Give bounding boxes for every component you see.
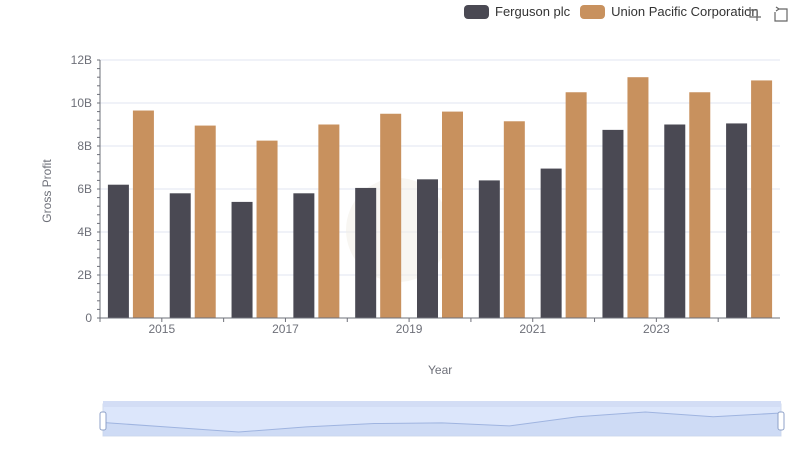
data-zoom-handle-right[interactable] xyxy=(777,411,785,431)
legend-swatch-ferguson xyxy=(464,4,489,19)
y-tick-label: 6B xyxy=(77,182,92,196)
bar-union-pacific-2024[interactable] xyxy=(751,80,773,318)
zoom-icon[interactable] xyxy=(746,6,762,22)
tick-labels: 0 2B 4B 6B 8B 10B 12B 2015 2017 2019 2021 2023 xyxy=(71,53,670,336)
axes xyxy=(97,59,780,322)
bar-ferguson-2021[interactable] xyxy=(540,168,562,318)
bar-series-group xyxy=(107,77,773,319)
x-tick-label: 2015 xyxy=(148,322,175,336)
legend: Ferguson plc Union Pacific Corporation xyxy=(464,4,759,19)
bar-ferguson-2015[interactable] xyxy=(169,193,191,318)
bar-union-pacific-2021[interactable] xyxy=(565,92,587,318)
legend-label-union-pacific: Union Pacific Corporation xyxy=(611,4,759,19)
bar-union-pacific-2018[interactable] xyxy=(380,113,402,318)
bar-ferguson-2016[interactable] xyxy=(231,201,253,318)
bar-ferguson-2020[interactable] xyxy=(478,180,500,318)
x-tick-label: 2021 xyxy=(519,322,546,336)
x-tick-label: 2023 xyxy=(643,322,670,336)
data-zoom-top-bar[interactable] xyxy=(103,401,781,407)
data-zoom-handle-left[interactable] xyxy=(99,411,107,431)
bar-ferguson-2022[interactable] xyxy=(602,129,624,318)
bar-union-pacific-2020[interactable] xyxy=(503,121,525,319)
bar-ferguson-2019[interactable] xyxy=(417,179,438,318)
toolbox xyxy=(746,6,788,22)
bar-ferguson-2023[interactable] xyxy=(664,124,686,319)
legend-item-union-pacific[interactable]: Union Pacific Corporation xyxy=(580,4,759,19)
legend-item-ferguson[interactable]: Ferguson plc xyxy=(464,4,570,19)
y-tick-label: 2B xyxy=(77,268,92,282)
x-tick-label: 2017 xyxy=(272,322,299,336)
bar-ferguson-2018[interactable] xyxy=(355,187,377,318)
bar-union-pacific-2014[interactable] xyxy=(132,110,154,319)
bar-ferguson-2024[interactable] xyxy=(726,123,748,318)
restore-icon[interactable] xyxy=(772,6,788,22)
bar-ferguson-2014[interactable] xyxy=(107,184,129,318)
data-zoom-preview-area xyxy=(103,412,781,436)
x-axis-title: Year xyxy=(428,363,453,377)
bar-union-pacific-2015[interactable] xyxy=(194,125,216,318)
y-tick-label: 10B xyxy=(71,96,92,110)
legend-label-ferguson: Ferguson plc xyxy=(495,4,571,19)
bar-union-pacific-2022[interactable] xyxy=(627,77,649,318)
bar-union-pacific-2016[interactable] xyxy=(256,140,278,318)
legend-swatch-union-pacific xyxy=(580,4,606,19)
bar-union-pacific-2017[interactable] xyxy=(318,124,340,319)
data-zoom-preview-line xyxy=(102,411,782,433)
y-axis-title: Gross Profit xyxy=(40,159,54,223)
y-tick-label: 4B xyxy=(77,225,92,239)
y-tick-label: 0 xyxy=(85,311,92,325)
x-tick-label: 2019 xyxy=(396,322,423,336)
bar-union-pacific-2019[interactable] xyxy=(442,111,463,318)
y-tick-label: 12B xyxy=(71,53,92,67)
y-tick-label: 8B xyxy=(77,139,92,153)
bar-ferguson-2017[interactable] xyxy=(293,193,315,318)
data-zoom-slider[interactable] xyxy=(99,401,785,437)
bar-union-pacific-2023[interactable] xyxy=(689,92,711,318)
